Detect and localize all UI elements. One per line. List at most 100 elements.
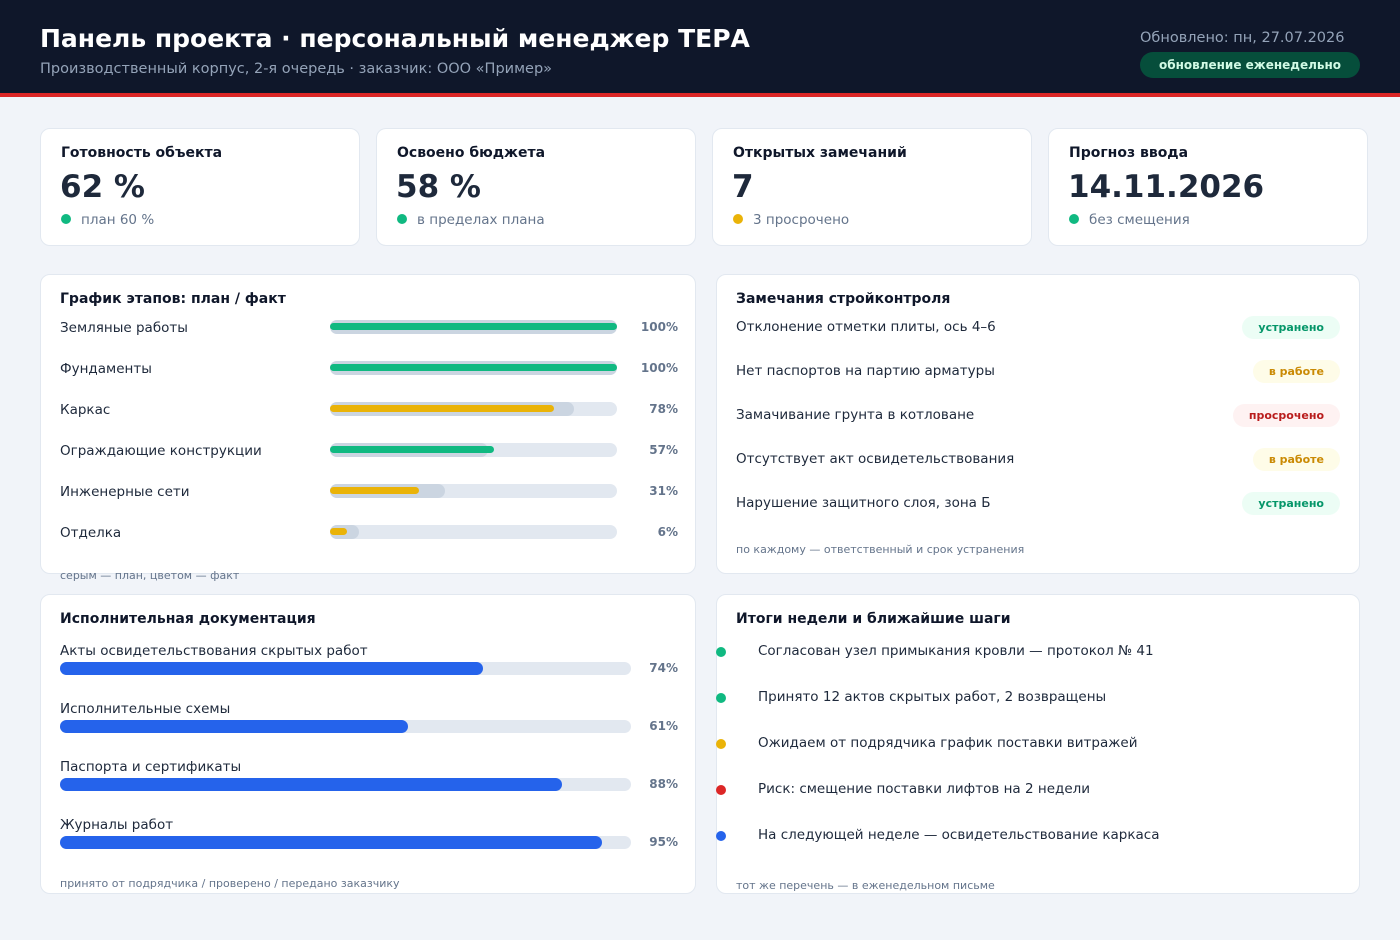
stage-percent: 100%	[640, 320, 678, 334]
doc-percent: 95%	[649, 835, 678, 849]
stage-progress-track	[330, 402, 617, 416]
kpi-note: 3 просрочено	[753, 212, 850, 228]
stage-row: Ограждающие конструкции 57%	[41, 443, 697, 463]
summary-text: Риск: смещение поставки лифтов на 2 неде…	[758, 781, 1091, 797]
issue-text: Замачивание грунта в котловане	[736, 407, 975, 423]
doc-row: Паспорта и сертификаты 88%	[41, 759, 697, 799]
status-dot-icon	[716, 693, 726, 703]
stage-fact-bar	[330, 405, 554, 412]
doc-percent: 74%	[649, 661, 678, 675]
stage-row: Каркас 78%	[41, 402, 697, 422]
stage-name: Фундаменты	[60, 361, 152, 377]
doc-row: Исполнительные схемы 61%	[41, 701, 697, 741]
summary-footnote: тот же перечень — в еженедельном письме	[736, 879, 995, 892]
issue-row: Отклонение отметки плиты, ось 4–6 устране…	[717, 316, 1359, 340]
stage-percent: 6%	[657, 525, 678, 539]
updated-timestamp: Обновлено: пн, 27.07.2026	[1140, 30, 1345, 46]
issue-row: Отсутствует акт освидетельствования в раб…	[717, 448, 1359, 472]
page-title: Панель проекта · персональный менеджер Т…	[40, 24, 750, 53]
docs-title: Исполнительная документация	[60, 611, 316, 627]
summary-item: Ожидаем от подрядчика график поставки ви…	[716, 735, 1359, 755]
stage-progress-track	[330, 361, 617, 375]
summary-item: На следующей неделе — освидетельствовани…	[716, 827, 1359, 847]
doc-progress-fill	[60, 662, 483, 675]
kpi-card-readiness: Готовность объекта 62 % план 60 %	[40, 128, 360, 246]
kpi-label: Прогноз ввода	[1069, 145, 1189, 161]
summary-text: На следующей неделе — освидетельствовани…	[758, 827, 1160, 843]
issue-text: Отсутствует акт освидетельствования	[736, 451, 1015, 467]
doc-name: Журналы работ	[60, 817, 174, 833]
summary-item: Принято 12 актов скрытых работ, 2 возвра…	[716, 689, 1359, 709]
schedule-title: График этапов: план / факт	[60, 291, 286, 307]
issue-row: Нет паспортов на партию арматуры в работе	[717, 360, 1359, 384]
stage-percent: 31%	[649, 484, 678, 498]
header-accent-line	[0, 93, 1400, 97]
kpi-note: в пределах плана	[417, 212, 545, 228]
status-dot-icon	[61, 214, 71, 224]
stage-name: Ограждающие конструкции	[60, 443, 262, 459]
docs-card: Исполнительная документация Акты освидет…	[40, 594, 696, 894]
doc-progress-fill	[60, 720, 409, 733]
stage-name: Инженерные сети	[60, 484, 190, 500]
doc-progress-fill	[60, 778, 563, 791]
doc-row: Журналы работ 95%	[41, 817, 697, 857]
doc-percent: 61%	[649, 719, 678, 733]
summary-text: Согласован узел примыкания кровли — прот…	[758, 643, 1154, 659]
stage-fact-bar	[330, 528, 348, 535]
stage-fact-bar	[330, 323, 617, 330]
schedule-card: График этапов: план / факт Земляные рабо…	[40, 274, 697, 582]
stage-progress-track	[330, 443, 617, 457]
issue-status-badge: просрочено	[1232, 404, 1340, 427]
project-subtitle: Производственный корпус, 2-я очередь · з…	[40, 61, 553, 77]
kpi-label: Открытых замечаний	[733, 145, 907, 161]
stage-row: Земляные работы 100%	[41, 320, 697, 340]
summary-item: Согласован узел примыкания кровли — прот…	[716, 643, 1359, 663]
doc-progress-track	[60, 720, 631, 733]
stage-row: Инженерные сети 31%	[41, 484, 697, 504]
stage-percent: 100%	[640, 361, 678, 375]
stage-row: Фундаменты 100%	[41, 361, 697, 381]
stage-fact-bar	[330, 446, 494, 453]
kpi-label: Освоено бюджета	[397, 145, 546, 161]
status-dot-icon	[716, 785, 726, 795]
stage-name: Отделка	[60, 525, 122, 541]
issue-status-badge: устранено	[1242, 492, 1340, 515]
stage-percent: 57%	[649, 443, 678, 457]
docs-footnote: принято от подрядчика / проверено / пере…	[60, 877, 400, 890]
kpi-value: 58 %	[396, 169, 481, 205]
doc-row: Акты освидетельствования скрытых работ 74…	[41, 643, 697, 683]
update-frequency-badge: обновление еженедельно	[1140, 52, 1360, 78]
page-header: Панель проекта · персональный менеджер Т…	[0, 0, 1400, 93]
stage-progress-track	[330, 484, 617, 498]
stage-fact-bar	[330, 487, 419, 494]
kpi-card-forecast: Прогноз ввода 14.11.2026 без смещения	[1048, 128, 1368, 246]
stage-progress-track	[330, 320, 617, 334]
stage-row: Отделка 6%	[41, 525, 697, 545]
issue-row: Замачивание грунта в котловане просрочено	[717, 404, 1359, 428]
stage-name: Земляные работы	[60, 320, 188, 336]
summary-text: Ожидаем от подрядчика график поставки ви…	[758, 735, 1138, 751]
status-dot-icon	[716, 647, 726, 657]
issue-text: Нарушение защитного слоя, зона Б	[736, 495, 991, 511]
summary-item: Риск: смещение поставки лифтов на 2 неде…	[716, 781, 1359, 801]
stage-name: Каркас	[60, 402, 111, 418]
status-dot-icon	[1069, 214, 1079, 224]
status-dot-icon	[716, 739, 726, 749]
issue-text: Отклонение отметки плиты, ось 4–6	[736, 319, 996, 335]
doc-progress-track	[60, 778, 631, 791]
kpi-note: план 60 %	[81, 212, 155, 228]
stage-progress-track	[330, 525, 617, 539]
kpi-note: без смещения	[1089, 212, 1190, 228]
doc-progress-track	[60, 662, 631, 675]
kpi-card-budget: Освоено бюджета 58 % в пределах плана	[376, 128, 696, 246]
status-dot-icon	[716, 831, 726, 841]
stage-percent: 78%	[649, 402, 678, 416]
kpi-card-open-issues: Открытых замечаний 7 3 просрочено	[712, 128, 1032, 246]
summary-text: Принято 12 актов скрытых работ, 2 возвра…	[758, 689, 1107, 705]
summary-card: Итоги недели и ближайшие шаги Согласован…	[716, 594, 1360, 894]
kpi-value: 7	[732, 169, 754, 205]
doc-name: Паспорта и сертификаты	[60, 759, 242, 775]
kpi-value: 14.11.2026	[1068, 169, 1265, 205]
issues-footnote: по каждому — ответственный и срок устран…	[736, 543, 1025, 556]
schedule-footnote: серым — план, цветом — факт	[60, 569, 240, 582]
